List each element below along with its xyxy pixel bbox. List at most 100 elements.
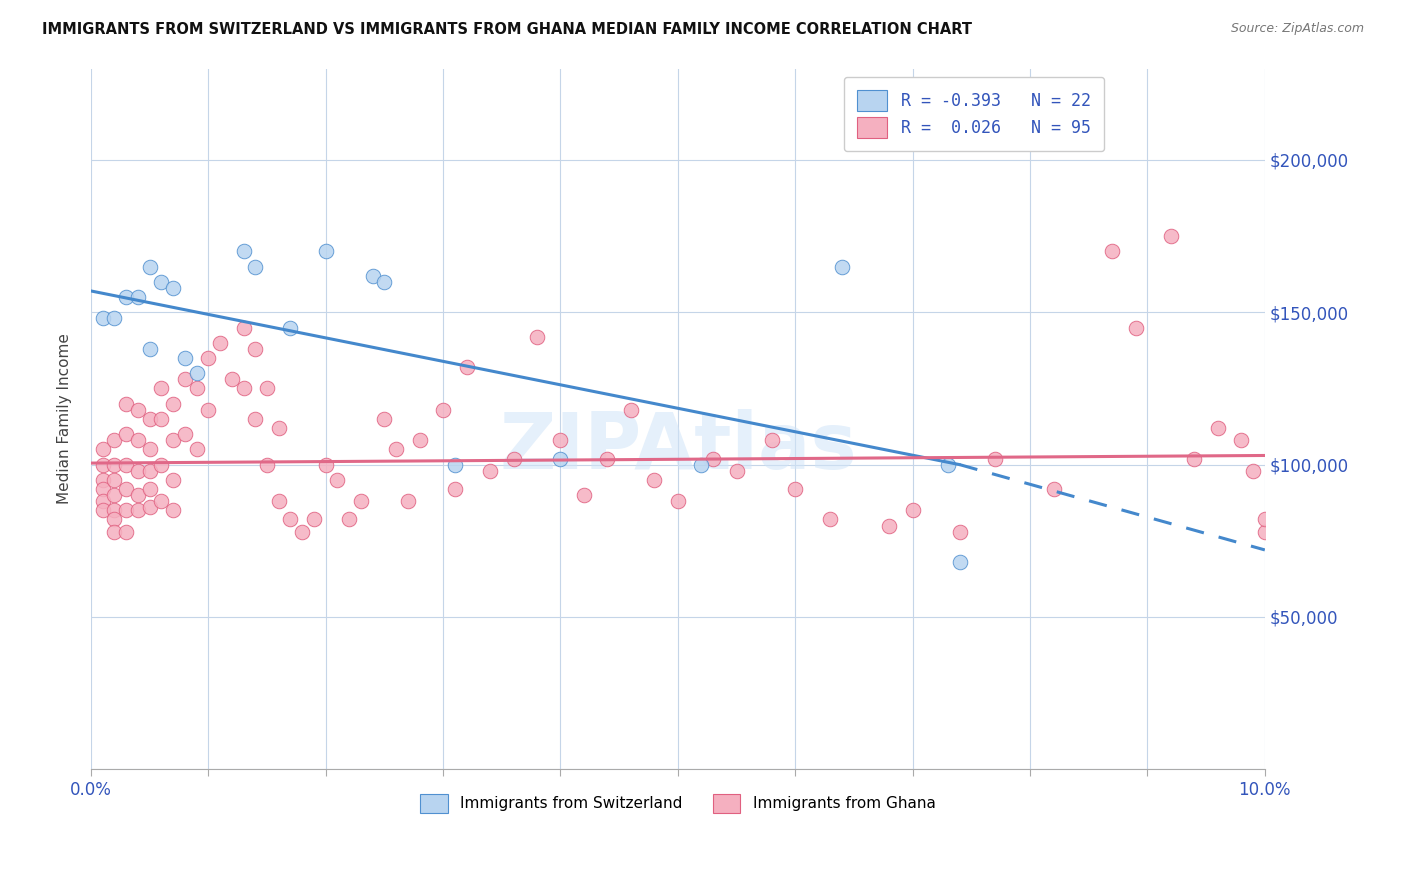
- Point: [725, 464, 748, 478]
- Point: [550, 451, 572, 466]
- Point: [162, 397, 184, 411]
- Point: [291, 524, 314, 539]
- Point: [91, 458, 114, 472]
- Point: [115, 427, 138, 442]
- Point: [138, 260, 160, 274]
- Point: [267, 421, 290, 435]
- Point: [127, 402, 149, 417]
- Point: [103, 512, 125, 526]
- Point: [1254, 524, 1277, 539]
- Point: [256, 458, 278, 472]
- Point: [115, 290, 138, 304]
- Point: [526, 329, 548, 343]
- Point: [702, 451, 724, 466]
- Point: [138, 482, 160, 496]
- Point: [1206, 421, 1229, 435]
- Point: [150, 412, 173, 426]
- Point: [162, 434, 184, 448]
- Point: [115, 397, 138, 411]
- Point: [256, 381, 278, 395]
- Point: [186, 381, 208, 395]
- Point: [1101, 244, 1123, 259]
- Point: [103, 503, 125, 517]
- Point: [373, 412, 395, 426]
- Point: [385, 442, 408, 457]
- Point: [690, 458, 713, 472]
- Point: [337, 512, 360, 526]
- Point: [173, 427, 195, 442]
- Point: [361, 268, 384, 283]
- Point: [901, 503, 924, 517]
- Point: [162, 281, 184, 295]
- Point: [596, 451, 619, 466]
- Point: [315, 458, 337, 472]
- Text: Source: ZipAtlas.com: Source: ZipAtlas.com: [1230, 22, 1364, 36]
- Point: [115, 482, 138, 496]
- Point: [502, 451, 524, 466]
- Point: [103, 434, 125, 448]
- Point: [245, 342, 267, 356]
- Point: [186, 442, 208, 457]
- Point: [280, 320, 302, 334]
- Point: [267, 494, 290, 508]
- Point: [620, 402, 643, 417]
- Point: [373, 275, 395, 289]
- Point: [1160, 229, 1182, 244]
- Point: [785, 482, 807, 496]
- Point: [432, 402, 454, 417]
- Point: [91, 442, 114, 457]
- Point: [984, 451, 1007, 466]
- Point: [820, 512, 842, 526]
- Point: [949, 524, 972, 539]
- Point: [162, 473, 184, 487]
- Point: [197, 351, 219, 365]
- Point: [150, 494, 173, 508]
- Text: ZIPAtlas: ZIPAtlas: [499, 409, 856, 485]
- Point: [91, 503, 114, 517]
- Point: [831, 260, 853, 274]
- Point: [127, 290, 149, 304]
- Point: [761, 434, 783, 448]
- Text: IMMIGRANTS FROM SWITZERLAND VS IMMIGRANTS FROM GHANA MEDIAN FAMILY INCOME CORREL: IMMIGRANTS FROM SWITZERLAND VS IMMIGRANT…: [42, 22, 972, 37]
- Point: [173, 351, 195, 365]
- Point: [197, 402, 219, 417]
- Point: [91, 311, 114, 326]
- Point: [103, 473, 125, 487]
- Point: [127, 503, 149, 517]
- Point: [643, 473, 665, 487]
- Point: [949, 555, 972, 569]
- Point: [877, 518, 900, 533]
- Point: [1241, 464, 1264, 478]
- Point: [456, 360, 478, 375]
- Point: [1184, 451, 1206, 466]
- Point: [138, 464, 160, 478]
- Point: [91, 494, 114, 508]
- Point: [115, 458, 138, 472]
- Point: [280, 512, 302, 526]
- Point: [138, 412, 160, 426]
- Point: [103, 524, 125, 539]
- Point: [103, 458, 125, 472]
- Point: [91, 482, 114, 496]
- Point: [221, 372, 243, 386]
- Point: [396, 494, 419, 508]
- Point: [150, 458, 173, 472]
- Point: [173, 372, 195, 386]
- Point: [103, 311, 125, 326]
- Point: [572, 488, 595, 502]
- Point: [408, 434, 430, 448]
- Point: [186, 366, 208, 380]
- Point: [138, 500, 160, 515]
- Point: [232, 244, 254, 259]
- Point: [138, 342, 160, 356]
- Point: [1042, 482, 1064, 496]
- Point: [127, 488, 149, 502]
- Point: [302, 512, 325, 526]
- Point: [666, 494, 689, 508]
- Point: [443, 458, 465, 472]
- Point: [1254, 512, 1277, 526]
- Point: [936, 458, 959, 472]
- Point: [209, 335, 232, 350]
- Point: [138, 442, 160, 457]
- Point: [150, 381, 173, 395]
